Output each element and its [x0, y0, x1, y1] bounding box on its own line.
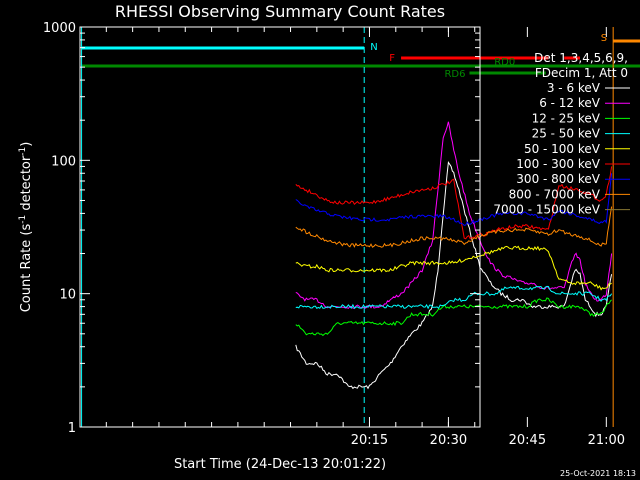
legend-header: Det 1,3,4,5,6,9,	[534, 51, 628, 65]
series-12-25-kev	[295, 297, 612, 337]
legend-entry-label: 7000 - 15000 keV	[493, 203, 600, 217]
legend-entry-label: 3 - 6 keV	[547, 81, 601, 95]
x-tick-label: 20:15	[351, 433, 388, 448]
series-100-300-kev	[295, 166, 613, 240]
x-tick-label: 20:30	[430, 433, 467, 448]
legend-entry-label: 800 - 7000 keV	[509, 187, 601, 201]
legend-entry-label: 100 - 300 keV	[516, 157, 600, 171]
data-series	[295, 121, 613, 390]
flag-label: N	[370, 42, 377, 53]
series-50-100-kev	[295, 245, 612, 291]
x-axis-label: Start Time (24-Dec-13 20:01:22)	[174, 457, 386, 472]
series-25-50-kev	[295, 285, 613, 310]
flag-label: F	[389, 53, 395, 64]
legend-entry-label: 300 - 800 keV	[516, 172, 600, 186]
plot-frame	[79, 26, 481, 428]
legend-entry-label: 12 - 25 keV	[532, 111, 601, 125]
y-tick-label: 100	[51, 154, 76, 169]
x-tick-label: 21:00	[588, 433, 625, 448]
legend-entry-label: 25 - 50 keV	[532, 127, 601, 141]
event-lines	[81, 27, 614, 427]
legend-entry-label: 50 - 100 keV	[524, 142, 601, 156]
series-300-800-kev	[295, 173, 613, 226]
series-800-7000-kev	[295, 206, 613, 248]
x-tick-label: 20:45	[509, 433, 546, 448]
chart-title: RHESSI Observing Summary Count Rates	[115, 2, 445, 21]
flag-label: RD6	[444, 69, 465, 80]
y-tick-label: 10	[59, 288, 76, 303]
flag-bars: N S F RD0 RD6	[81, 33, 640, 80]
legend-header: FDecim 1, Att 0	[535, 66, 628, 80]
flag-label: RD0	[494, 57, 515, 68]
legend-entry-label: 6 - 12 keV	[539, 96, 601, 110]
y-axis: 1 10 100 1000	[43, 21, 480, 436]
flag-label: S	[601, 33, 607, 44]
timestamp: 25-Oct-2021 18:13	[560, 469, 636, 478]
y-axis-label: Count Rate (s-1 detector-1)	[18, 142, 34, 313]
legend: Det 1,3,4,5,6,9,FDecim 1, Att 03 - 6 keV…	[493, 51, 630, 217]
y-tick-label: 1	[68, 421, 76, 436]
y-tick-label: 1000	[43, 21, 76, 36]
